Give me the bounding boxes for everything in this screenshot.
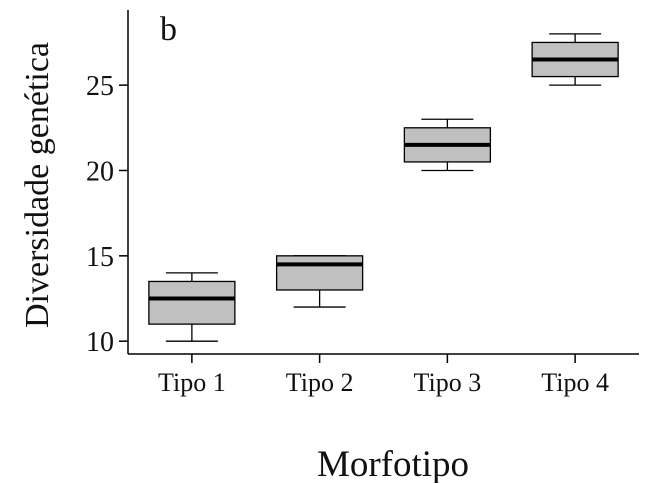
plot-area: 10 15 20 25 Tipo 1 Tipo 2 Tipo 3 Tipo 4 — [86, 10, 639, 397]
y-tick-label: 15 — [86, 242, 114, 273]
x-tick-label: Tipo 3 — [414, 368, 482, 397]
iqr-box — [148, 280, 236, 325]
y-axis-label: Diversidade genética — [19, 42, 56, 328]
box-1 — [148, 272, 236, 342]
box-3 — [403, 118, 492, 172]
y-tick-label: 25 — [86, 71, 114, 102]
box-4 — [531, 33, 619, 86]
iqr-box — [275, 255, 364, 291]
x-tick-label: Tipo 4 — [541, 368, 609, 397]
x-axis-label: Morfotipo — [317, 444, 469, 483]
box-2 — [275, 255, 364, 308]
x-tick-label: Tipo 1 — [158, 368, 226, 397]
y-tick-label: 10 — [86, 327, 114, 358]
y-tick-label: 20 — [86, 156, 114, 187]
x-tick-label: Tipo 2 — [286, 368, 354, 397]
panel-label: b — [160, 11, 177, 48]
